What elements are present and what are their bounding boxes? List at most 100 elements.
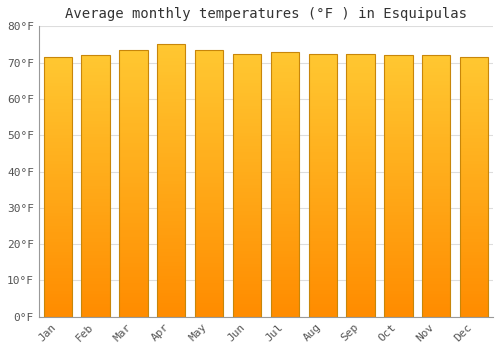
Bar: [82, 310, 110, 314]
Bar: [82, 284, 110, 287]
Bar: [460, 284, 488, 288]
Bar: [460, 99, 488, 103]
Bar: [346, 294, 375, 297]
Bar: [308, 152, 337, 155]
Bar: [460, 106, 488, 109]
Bar: [195, 243, 224, 247]
Bar: [195, 203, 224, 207]
Bar: [422, 196, 450, 199]
Bar: [119, 223, 148, 227]
Bar: [308, 67, 337, 70]
Bar: [195, 227, 224, 230]
Bar: [157, 170, 186, 174]
Bar: [157, 106, 186, 109]
Bar: [233, 192, 261, 195]
Bar: [270, 111, 299, 115]
Bar: [384, 251, 412, 255]
Bar: [270, 247, 299, 251]
Bar: [460, 128, 488, 132]
Bar: [308, 106, 337, 110]
Bar: [422, 140, 450, 143]
Bar: [308, 198, 337, 202]
Bar: [346, 169, 375, 172]
Bar: [460, 258, 488, 262]
Bar: [44, 242, 72, 245]
Bar: [119, 210, 148, 214]
Bar: [233, 159, 261, 162]
Bar: [233, 54, 261, 57]
Bar: [119, 200, 148, 203]
Bar: [460, 314, 488, 317]
Bar: [195, 153, 224, 157]
Bar: [44, 184, 72, 187]
Bar: [460, 194, 488, 197]
Bar: [422, 229, 450, 232]
Bar: [346, 221, 375, 225]
Bar: [44, 90, 72, 93]
Bar: [82, 108, 110, 111]
Bar: [233, 248, 261, 251]
Bar: [384, 229, 412, 232]
Bar: [157, 283, 186, 286]
Bar: [44, 262, 72, 265]
Bar: [460, 304, 488, 307]
Bar: [195, 223, 224, 227]
Bar: [233, 63, 261, 67]
Bar: [82, 176, 110, 180]
Bar: [422, 82, 450, 85]
Bar: [157, 123, 186, 126]
Bar: [422, 258, 450, 261]
Bar: [44, 298, 72, 301]
Bar: [270, 234, 299, 237]
Bar: [346, 271, 375, 274]
Bar: [308, 178, 337, 182]
Bar: [44, 93, 72, 96]
Bar: [346, 54, 375, 57]
Bar: [270, 267, 299, 271]
Bar: [119, 90, 148, 93]
Bar: [195, 300, 224, 303]
Bar: [82, 180, 110, 183]
Bar: [270, 300, 299, 303]
Bar: [157, 191, 186, 194]
Bar: [270, 287, 299, 290]
Bar: [195, 100, 224, 103]
Bar: [195, 50, 224, 317]
Bar: [346, 188, 375, 192]
Bar: [308, 234, 337, 238]
Bar: [422, 144, 450, 147]
Bar: [119, 220, 148, 223]
Bar: [384, 271, 412, 274]
Bar: [195, 310, 224, 314]
Bar: [422, 127, 450, 131]
Bar: [422, 68, 450, 72]
Bar: [422, 314, 450, 317]
Bar: [157, 289, 186, 293]
Bar: [346, 110, 375, 113]
Bar: [346, 146, 375, 149]
Bar: [44, 252, 72, 255]
Bar: [308, 54, 337, 317]
Bar: [460, 239, 488, 242]
Bar: [422, 241, 450, 245]
Bar: [422, 160, 450, 163]
Bar: [82, 304, 110, 307]
Bar: [44, 64, 72, 67]
Bar: [82, 193, 110, 196]
Bar: [44, 61, 72, 64]
Bar: [346, 100, 375, 103]
Bar: [460, 190, 488, 194]
Bar: [346, 304, 375, 307]
Bar: [384, 91, 412, 95]
Bar: [384, 68, 412, 72]
Bar: [157, 143, 186, 147]
Bar: [270, 177, 299, 181]
Bar: [422, 104, 450, 108]
Bar: [308, 228, 337, 231]
Bar: [119, 53, 148, 57]
Bar: [384, 167, 412, 170]
Bar: [422, 238, 450, 242]
Bar: [195, 60, 224, 63]
Bar: [422, 206, 450, 209]
Bar: [346, 106, 375, 110]
